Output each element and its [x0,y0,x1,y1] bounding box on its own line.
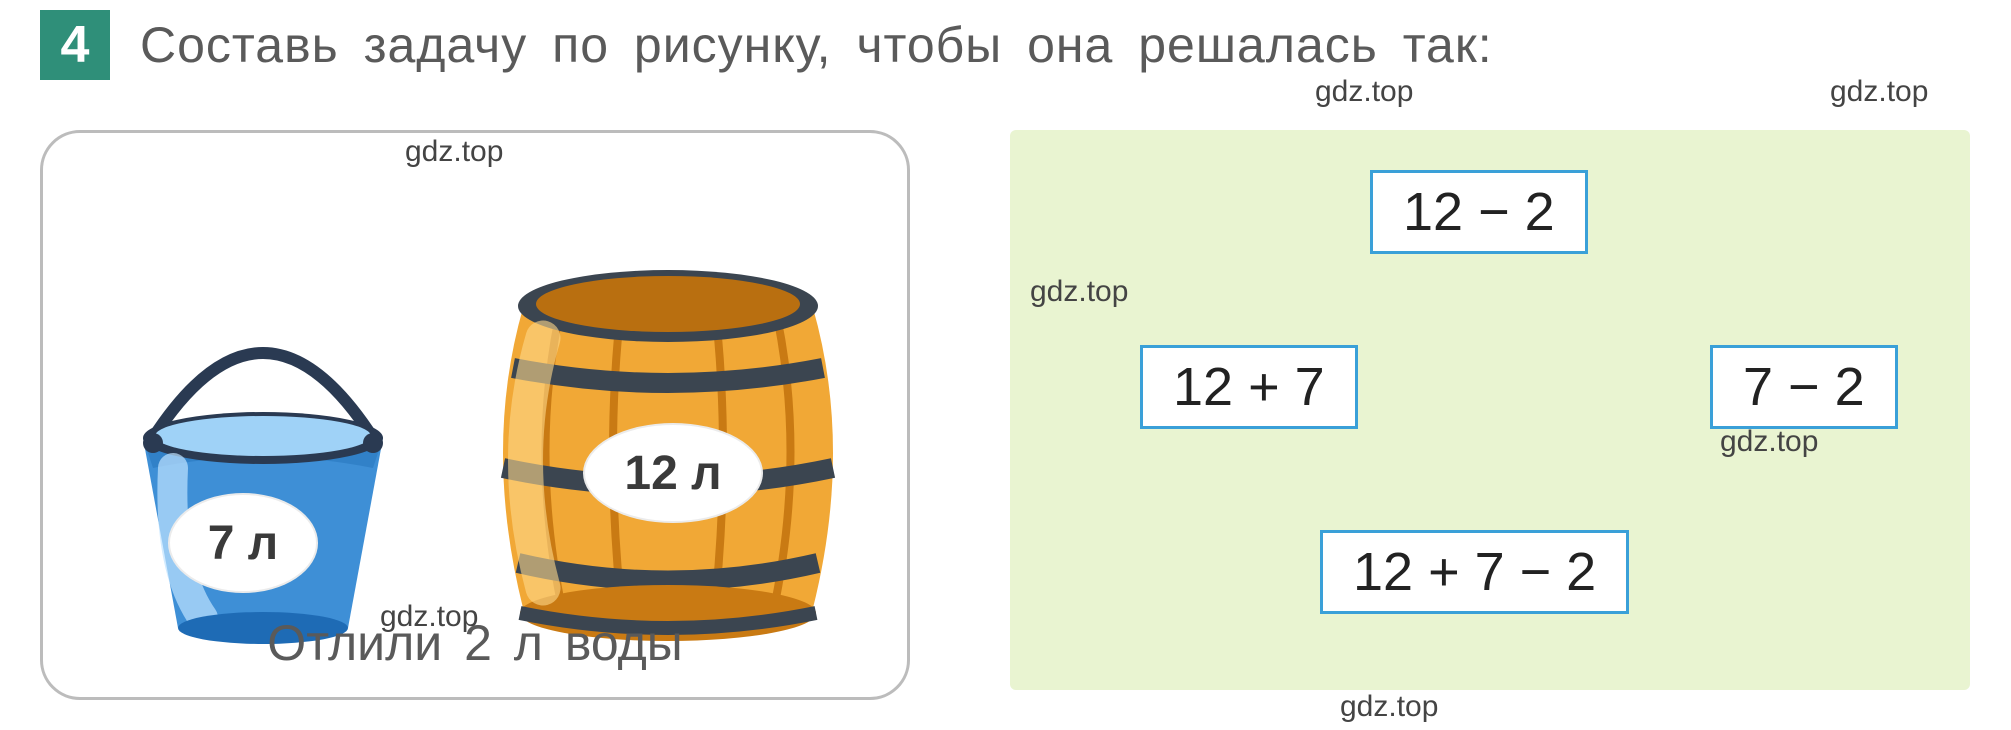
bucket-illustration: 7 л [113,318,413,648]
expression-1: 12 − 2 [1370,170,1588,254]
watermark: gdz.top [1340,690,1438,724]
barrel-label: 12 л [583,423,763,523]
expression-4: 12 + 7 − 2 [1320,530,1629,614]
bucket-label: 7 л [168,493,318,593]
expression-2: 12 + 7 [1140,345,1358,429]
bucket-svg [113,318,413,648]
picture-caption: Отлили 2 л воды [43,614,907,672]
problem-number-badge: 4 [40,10,110,80]
task-instruction: Составь задачу по рисунку, чтобы она реш… [140,16,1493,74]
picture-panel: 7 л 12 л Отлили 2 л воды [40,130,910,700]
problem-number: 4 [61,15,90,75]
watermark: gdz.top [1830,75,1928,109]
task-header: 4 Составь задачу по рисунку, чтобы она р… [40,10,1981,80]
watermark: gdz.top [1315,75,1413,109]
expressions-panel: 12 − 2 12 + 7 7 − 2 12 + 7 − 2 [1010,130,1970,690]
expression-3: 7 − 2 [1710,345,1898,429]
barrel-illustration: 12 л [473,248,863,648]
